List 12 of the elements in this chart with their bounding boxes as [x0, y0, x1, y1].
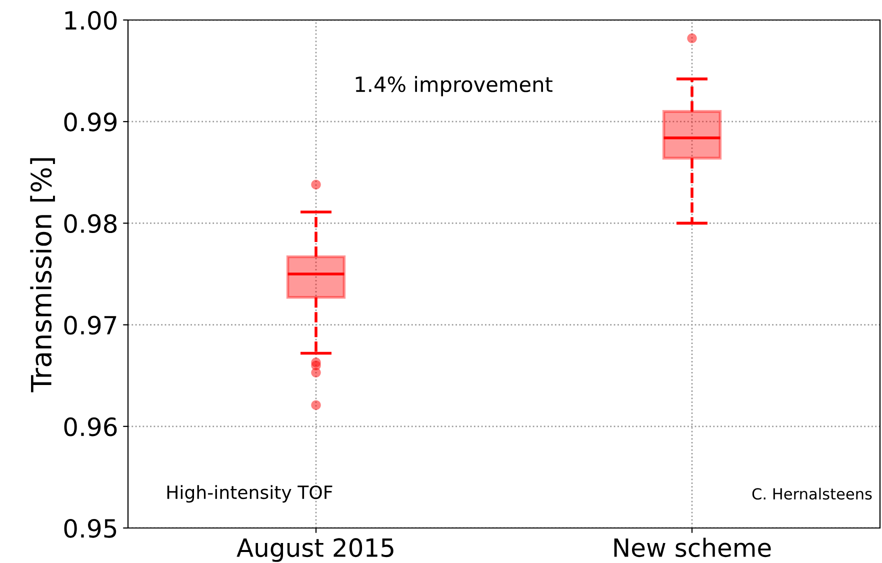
annotation: 1.4% improvement [356, 76, 552, 96]
y-tick-label: 0.98 [64, 214, 117, 234]
y-axis-title: Transmission [%] [30, 158, 55, 392]
x-tick-label: August 2015 [236, 538, 394, 562]
y-tick-label: 0.97 [64, 316, 116, 335]
x-tick-label: New scheme [614, 538, 771, 558]
annotation: C. Hernalsteens [752, 488, 872, 500]
annotation: High-intensity TOF [167, 485, 332, 503]
y-tick-label: 0.99 [64, 112, 117, 132]
y-tick-label: 0.95 [64, 518, 116, 538]
y-tick-label: 1.00 [65, 10, 117, 30]
y-tick-label: 0.96 [64, 417, 117, 436]
